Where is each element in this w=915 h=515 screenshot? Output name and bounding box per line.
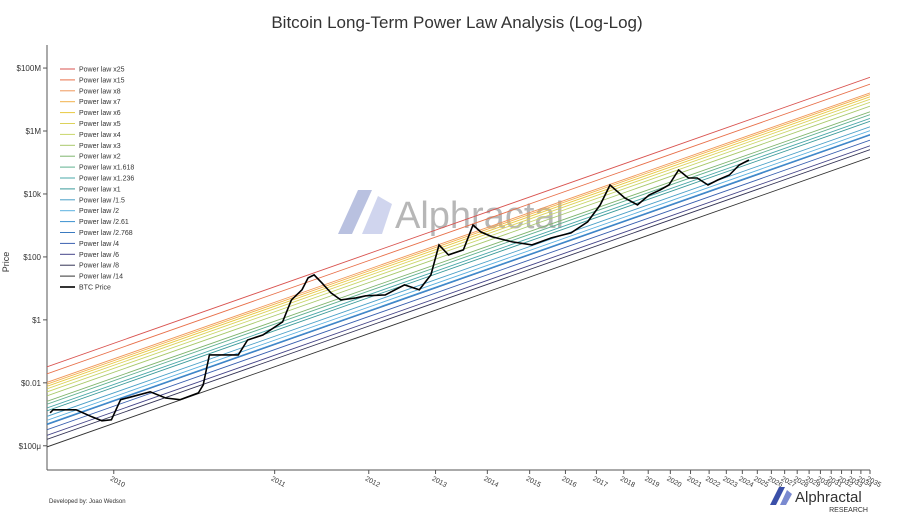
brand-logo xyxy=(780,490,792,505)
legend-label: Power law x6 xyxy=(79,110,121,117)
legend-label: Power law x1.236 xyxy=(79,176,134,183)
x-tick-label: 2015 xyxy=(525,476,542,490)
x-tick-label: 2024 xyxy=(737,476,754,490)
x-tick-label: 2012 xyxy=(364,476,381,490)
series-line xyxy=(47,98,870,390)
brand-logo xyxy=(770,487,785,505)
legend-label: Power law x7 xyxy=(79,99,121,106)
y-axis-label: Price xyxy=(1,252,11,273)
legend-label: Power law x15 xyxy=(79,77,125,84)
x-tick-label: 2011 xyxy=(270,476,287,489)
brand: Alphractal RESEARCH xyxy=(770,487,868,514)
brand-sub: RESEARCH xyxy=(829,507,868,514)
series-line xyxy=(47,94,870,385)
legend-label: Power law x2 xyxy=(79,154,121,161)
legend-label: Power law x25 xyxy=(79,67,125,74)
legend-label: BTC Price xyxy=(79,285,111,292)
x-tick-label: 2025 xyxy=(752,476,769,490)
legend-label: Power law /6 xyxy=(79,252,119,259)
series-line xyxy=(47,117,870,409)
x-tick-label: 2018 xyxy=(619,476,636,490)
series-line xyxy=(47,126,870,417)
series-line xyxy=(47,114,870,405)
x-tick-label: 2010 xyxy=(109,476,126,490)
legend-label: Power law /8 xyxy=(79,263,119,270)
brand-name: Alphractal xyxy=(795,489,862,506)
series-line xyxy=(47,145,870,436)
x-tick-label: 2016 xyxy=(560,476,577,490)
legend-label: Power law x4 xyxy=(79,132,121,139)
series-line xyxy=(47,134,870,426)
credit: Developed by: Joao Wedson xyxy=(49,499,126,505)
series-line xyxy=(47,96,870,387)
x-tick-label: 2019 xyxy=(643,476,660,490)
legend-label: Power law x1 xyxy=(79,186,121,193)
legend-label: Power law x8 xyxy=(79,88,121,95)
legend-label: Power law x1.618 xyxy=(79,165,134,172)
legend-label: Power law /2.61 xyxy=(79,219,129,226)
chart-title: Bitcoin Long-Term Power Law Analysis (Lo… xyxy=(271,13,642,32)
y-tick-label: $0.01 xyxy=(21,379,42,388)
y-tick-label: $100 xyxy=(23,253,41,262)
series-line xyxy=(47,76,870,368)
x-tick-label: 2020 xyxy=(665,476,682,490)
legend-label: Power law /2.768 xyxy=(79,230,133,237)
series-line xyxy=(49,159,750,422)
legend-label: Power law /14 xyxy=(79,274,123,281)
x-tick-label: 2022 xyxy=(704,476,721,490)
y-tick-label: $100M xyxy=(17,64,42,73)
y-tick-label: $1M xyxy=(25,127,41,136)
series-line xyxy=(47,149,870,440)
y-tick-label: $10k xyxy=(24,190,42,199)
x-tick-label: 2017 xyxy=(591,476,608,490)
watermark-logo xyxy=(362,196,392,234)
series-line xyxy=(47,111,870,402)
legend-label: Power law /4 xyxy=(79,241,119,248)
series-line xyxy=(47,101,870,393)
series-line xyxy=(47,92,870,383)
y-tick-label: $100μ xyxy=(19,442,42,451)
watermark-logo xyxy=(338,190,372,234)
x-tick-label: 2013 xyxy=(431,476,448,490)
series-line xyxy=(47,83,870,375)
legend-label: Power law x5 xyxy=(79,121,121,128)
x-tick-label: 2021 xyxy=(686,476,703,490)
x-tick-label: 2023 xyxy=(721,476,738,490)
y-tick-label: $1 xyxy=(32,316,41,325)
series-line xyxy=(47,133,870,425)
series-line xyxy=(47,130,870,421)
legend-label: Power law /2 xyxy=(79,208,119,215)
legend-label: Power law /1.5 xyxy=(79,197,125,204)
x-tick-label: 2014 xyxy=(482,476,499,490)
series-line xyxy=(47,120,870,412)
series-line xyxy=(47,139,870,431)
legend-label: Power law x3 xyxy=(79,143,121,150)
